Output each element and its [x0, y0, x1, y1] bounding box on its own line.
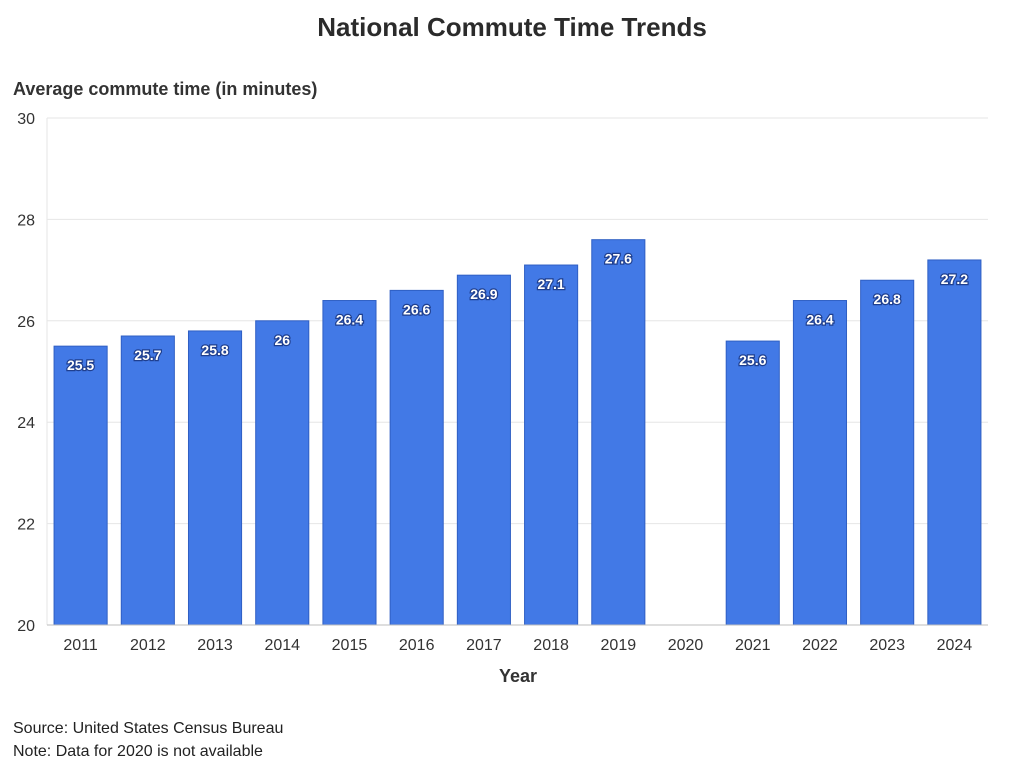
data-label: 25.8: [201, 342, 228, 358]
x-tick-label: 2012: [130, 637, 166, 654]
x-tick-label: 2016: [399, 637, 435, 654]
bar: [187, 330, 243, 626]
x-tick-label: 2023: [869, 637, 905, 654]
source-note: Source: United States Census Bureau: [13, 720, 284, 737]
data-label: 26.4: [806, 312, 833, 328]
y-tick-label: 22: [17, 517, 35, 534]
data-label: 27.6: [605, 251, 632, 267]
bar: [322, 300, 377, 626]
x-tick-label: 2019: [601, 637, 637, 654]
bar: [524, 264, 579, 626]
x-axis-label: Year: [498, 666, 538, 686]
data-label: 25.6: [739, 352, 766, 368]
data-label: 26.6: [403, 301, 430, 317]
chart-title: National Commute Time Trends: [317, 12, 707, 42]
x-tick-label: 2021: [735, 637, 771, 654]
bar: [389, 289, 444, 626]
y-tick-label: 30: [17, 111, 35, 128]
bar: [456, 274, 511, 626]
bar: [927, 259, 982, 626]
bar: [725, 340, 780, 626]
x-tick-label: 2022: [802, 637, 838, 654]
x-tick-label: 2013: [197, 637, 233, 654]
x-tick-label: 2024: [937, 637, 973, 654]
x-tick-label: 2011: [63, 637, 98, 654]
y-tick-label: 28: [17, 212, 35, 229]
x-tick-label: 2018: [533, 637, 569, 654]
bar: [591, 239, 646, 626]
data-label: 27.2: [941, 271, 968, 287]
bar: [255, 320, 310, 626]
y-tick-label: 26: [17, 314, 35, 331]
data-label: 26.8: [874, 291, 901, 307]
x-tick-label: 2020: [668, 637, 704, 654]
bar: [53, 345, 108, 626]
y-axis-label: Average commute time (in minutes): [13, 79, 318, 99]
data-note: Note: Data for 2020 is not available: [13, 743, 263, 760]
data-label: 25.5: [67, 357, 94, 373]
bar: [120, 335, 175, 626]
y-tick-label: 24: [17, 415, 35, 432]
bar: [792, 300, 848, 626]
x-tick-label: 2017: [466, 637, 502, 654]
x-tick-label: 2015: [332, 637, 368, 654]
data-label: 27.1: [537, 276, 564, 292]
y-tick-label: 20: [17, 618, 35, 635]
data-label: 26: [274, 332, 290, 348]
data-label: 26.4: [336, 312, 363, 328]
data-label: 25.7: [134, 347, 161, 363]
bar: [860, 279, 915, 626]
x-tick-label: 2014: [264, 637, 300, 654]
data-label: 26.9: [470, 286, 497, 302]
